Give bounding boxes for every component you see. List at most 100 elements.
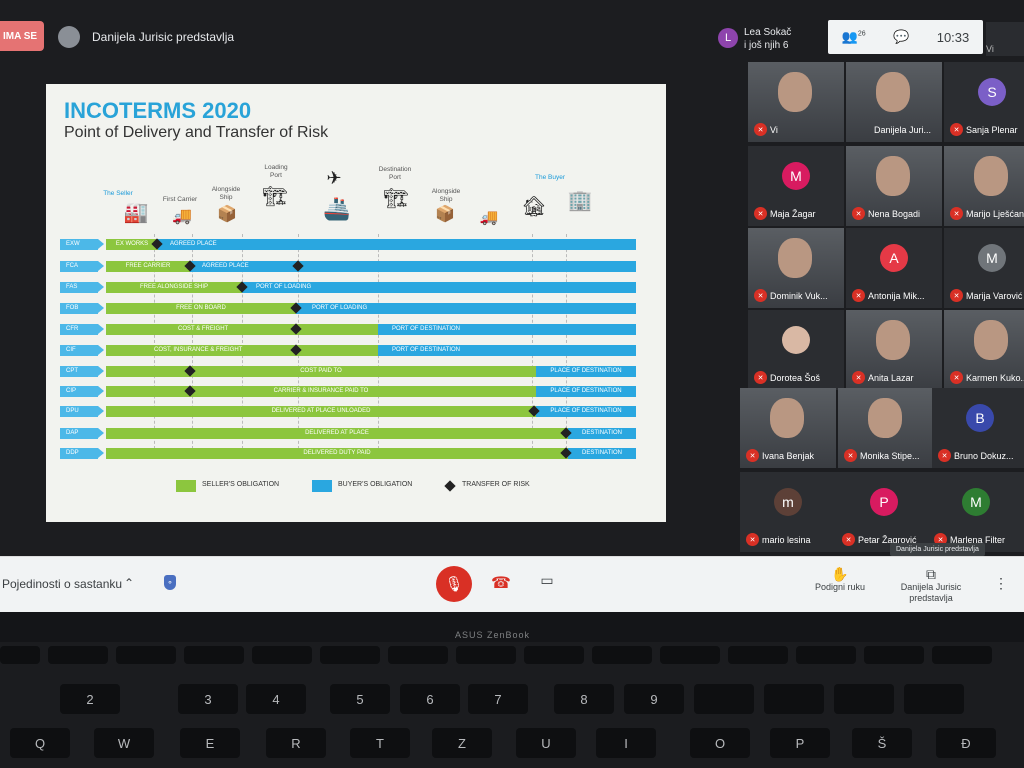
key-u: U (516, 728, 576, 758)
chat-notification[interactable]: Lea Sokač i još njih 6 (744, 26, 791, 52)
presenting-label-line1: Danijela Jurisic (900, 582, 962, 592)
row-code: CFR (60, 324, 104, 335)
key-w: W (94, 728, 154, 758)
slide-subtitle: Point of Delivery and Transfer of Risk (64, 124, 329, 141)
presenting-button[interactable]: ⧉ Danijela Jurisic predstavlja (896, 567, 966, 604)
chat-icon[interactable]: 💬 (893, 29, 910, 44)
participant-avatar: S (978, 78, 1006, 106)
raise-hand-button[interactable]: ✋ Podigni ruku (810, 567, 870, 593)
laptop-keyboard: 2 3 4 5 6 7 8 9 Q W E R T Z U I O P Š Đ (0, 642, 1024, 768)
participant-tile[interactable]: ✕ Monika Stipe... (838, 388, 934, 468)
camera-toggle-button[interactable]: ▭ (536, 572, 558, 594)
participant-tile[interactable]: A ✕ Antonija Mik... (846, 228, 942, 308)
boxes-icon-2: 📦 (435, 206, 455, 223)
buyer-segment: AGREED PLACE (190, 261, 636, 272)
stage-alongside-ship-2: Alongside Ship (431, 188, 461, 203)
buildings-icon: 🏢 (567, 190, 593, 212)
seller-segment: CARRIER & INSURANCE PAID TO (106, 386, 536, 397)
laptop-bezel (0, 612, 1024, 642)
participant-tile[interactable]: ✕ Marijo Lješćan (944, 146, 1024, 226)
meeting-status-pill: 👥26 💬 10:33 (828, 20, 983, 54)
participant-video (770, 398, 804, 438)
participants-icon[interactable]: 👥26 (841, 29, 866, 44)
participant-tile[interactable]: ✕ Dorotea Šoš (748, 310, 844, 390)
chevron-up-icon[interactable]: ⌃ (124, 576, 135, 590)
crane-icon: 🏗 (262, 186, 288, 208)
participant-tile[interactable]: ✕ Ivana Benjak (740, 388, 836, 468)
participant-tile[interactable]: ✕ Karmen Kuko... (944, 310, 1024, 390)
stage-buyer: The Buyer (535, 174, 565, 181)
seller-segment: FREE ALONGSIDE SHIP (106, 282, 242, 293)
mic-off-icon: ✕ (950, 123, 963, 136)
mic-off-icon: ✕ (950, 207, 963, 220)
buyer-segment: PORT OF DESTINATION (378, 345, 636, 356)
presenter-avatar (58, 26, 80, 48)
participant-video (974, 156, 1008, 196)
mic-off-icon: ✕ (950, 371, 963, 384)
participant-tile[interactable]: ✕ Nena Bogadi (846, 146, 942, 226)
participant-name: Anita Lazar (868, 373, 914, 383)
stage-alongside-ship: Alongside Ship (211, 186, 241, 201)
chat-notification-more: i još njih 6 (744, 40, 789, 51)
stage-loading-port: Loading Port (264, 164, 288, 179)
leave-call-button[interactable]: ☎ (490, 573, 512, 595)
key-d-stroke: Đ (936, 728, 996, 758)
participant-tile[interactable]: M ✕ Marlena Filter (928, 472, 1024, 552)
row-code: FOB (60, 303, 104, 314)
participant-tile[interactable]: M ✕ Marija Varović (944, 228, 1024, 308)
participant-tile[interactable]: P ✕ Petar Žagrović (836, 472, 932, 552)
mic-off-icon: ✕ (938, 449, 951, 462)
key-4: 4 (246, 684, 306, 714)
participant-tile[interactable]: S ✕ Sanja Plenar (944, 62, 1024, 142)
row-code: DDP (60, 448, 104, 459)
participant-tile[interactable]: ✕ Dominik Vuk... (748, 228, 844, 308)
seller-segment: EX WORKS (106, 239, 158, 250)
participant-tile[interactable]: m ✕ mario lesina (740, 472, 836, 552)
participant-name: Marlena Filter (950, 535, 1006, 545)
participant-video (778, 72, 812, 112)
crane-icon-2: 🏗 (383, 188, 409, 210)
seller-segment: COST, INSURANCE & FREIGHT (106, 345, 378, 356)
participant-tile[interactable]: B ✕ Bruno Dokuz... (932, 388, 1024, 468)
participant-avatar: A (880, 244, 908, 272)
row-code: CIF (60, 345, 104, 356)
participant-tile[interactable]: ✕ Anita Lazar (846, 310, 942, 390)
participants-grid: ✕ Vi Danijela Juri... S ✕ Sanja Plenar M ✕ Ma… (740, 60, 1024, 560)
chat-notification-name: Lea Sokač (744, 27, 792, 38)
incoterm-row-cif: CIF COST, INSURANCE & FREIGHT PORT OF DE… (60, 344, 636, 356)
participant-name: Sanja Plenar (966, 125, 1018, 135)
key (320, 646, 380, 664)
participant-avatar: P (870, 488, 898, 516)
shield-icon[interactable]: ⚬ (164, 575, 176, 590)
participant-video (876, 72, 910, 112)
key-7: 7 (468, 684, 528, 714)
participant-tile[interactable]: Danijela Juri... (846, 62, 942, 142)
stage-first-carrier: First Carrier (162, 196, 198, 203)
participant-video (778, 238, 812, 278)
airplane-icon: ✈ (326, 168, 342, 188)
truck-icon-2: 🚚 (479, 209, 499, 226)
mic-off-icon: ✕ (852, 207, 865, 220)
buyer-segment: PORT OF LOADING (242, 282, 636, 293)
presenting-chip[interactable]: IMA SE (0, 21, 44, 51)
top-bar: IMA SE Danijela Jurisic predstavlja L Le… (0, 8, 1024, 56)
phone-hangup-icon: ☎ (491, 575, 511, 592)
key-6: 6 (400, 684, 460, 714)
presenter-title: Danijela Jurisic predstavlja (92, 30, 235, 44)
mic-toggle-button[interactable]: 🎙 (436, 566, 472, 602)
divider-line (298, 234, 299, 454)
participant-avatar: B (966, 404, 994, 432)
seller-segment: COST PAID TO (106, 366, 536, 377)
incoterm-row-dpu: DPU DELIVERED AT PLACE UNLOADED PLACE OF… (60, 405, 636, 417)
participant-tile[interactable]: ✕ Vi (748, 62, 844, 142)
divider-line (378, 234, 379, 454)
participant-tile[interactable]: M ✕ Maja Žagar (748, 146, 844, 226)
ship-icon: 🚢 (323, 196, 351, 221)
divider-line (532, 234, 533, 454)
participant-name: Nena Bogadi (868, 209, 921, 219)
row-code: DAP (60, 428, 104, 439)
key-s-caron: Š (852, 728, 912, 758)
meeting-details-button[interactable]: Pojedinosti o sastanku (2, 577, 123, 591)
more-options-icon[interactable]: ⋮ (994, 575, 1008, 591)
mic-off-icon: ✕ (852, 289, 865, 302)
